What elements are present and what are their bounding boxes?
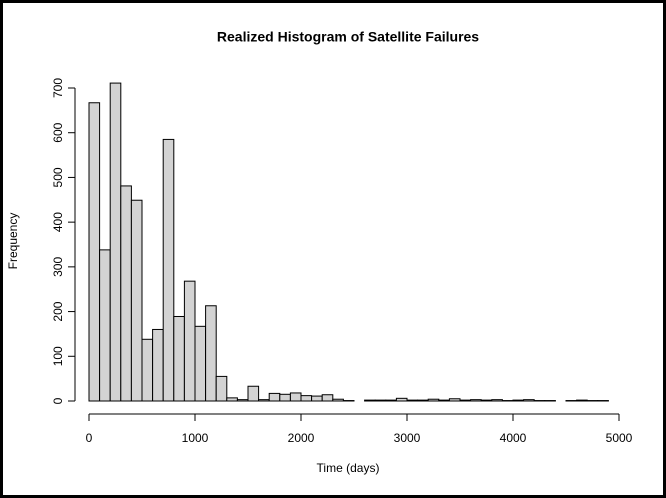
bar: [173, 315, 185, 402]
bar: [332, 398, 344, 402]
chart-title: Realized Histogram of Satellite Failures: [217, 29, 479, 45]
bar: [162, 138, 175, 402]
x-axis-label: Time (days): [317, 461, 380, 475]
bar: [491, 399, 503, 402]
bar: [279, 393, 291, 402]
bar: [99, 249, 111, 402]
bar: [576, 399, 588, 402]
bar: [523, 399, 535, 402]
bar: [311, 395, 323, 402]
bar: [438, 399, 450, 402]
bar: [109, 82, 122, 402]
bar: [268, 392, 281, 402]
y-tick-label: 100: [51, 346, 65, 366]
bar: [120, 185, 132, 402]
x-tick-label: 4000: [500, 431, 527, 445]
bar: [374, 399, 387, 402]
bar: [395, 397, 408, 402]
bar: [448, 398, 461, 402]
bar: [141, 338, 154, 402]
bar: [130, 199, 143, 402]
bar: [406, 399, 419, 402]
bar: [417, 399, 429, 402]
x-tick-label: 1000: [182, 431, 209, 445]
bar: [427, 398, 440, 402]
bar: [205, 305, 217, 402]
y-tick-label: 500: [51, 167, 65, 187]
x-tick-label: 0: [86, 431, 93, 445]
x-tick-label: 5000: [606, 431, 633, 445]
y-tick-label: 300: [51, 257, 65, 277]
bar: [194, 325, 207, 402]
x-tick-label: 3000: [394, 431, 421, 445]
bar: [480, 399, 493, 402]
bar: [459, 399, 472, 402]
y-tick-label: 0: [51, 397, 65, 404]
bar: [152, 328, 164, 402]
y-tick-label: 400: [51, 212, 65, 232]
bar: [88, 102, 101, 402]
y-tick-label: 600: [51, 122, 65, 142]
bar: [215, 375, 228, 402]
bar: [226, 397, 238, 402]
bar: [247, 385, 260, 402]
bar: [512, 399, 525, 402]
bar: [385, 399, 397, 402]
y-tick-label: 700: [51, 78, 65, 98]
bar: [470, 399, 482, 402]
y-tick-label: 200: [51, 301, 65, 321]
bar: [258, 399, 270, 402]
bar: [321, 394, 334, 402]
bar: [364, 399, 376, 402]
y-axis-label: Frequency: [6, 213, 20, 270]
bar: [236, 399, 249, 402]
bar: [183, 280, 196, 402]
bar: [289, 392, 302, 402]
bar: [300, 395, 313, 402]
x-tick-label: 2000: [288, 431, 315, 445]
